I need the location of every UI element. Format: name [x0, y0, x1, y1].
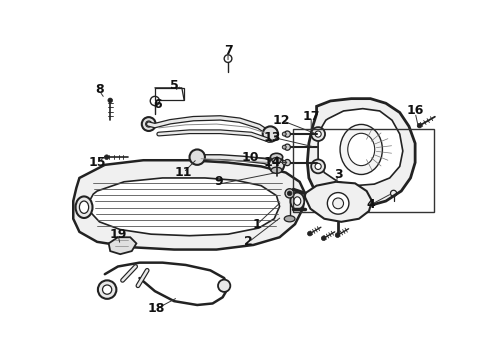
Ellipse shape: [311, 127, 325, 141]
Bar: [293, 129, 434, 212]
Circle shape: [104, 155, 109, 159]
Text: 5: 5: [170, 79, 178, 92]
Ellipse shape: [340, 125, 382, 175]
Ellipse shape: [284, 131, 291, 137]
Ellipse shape: [284, 216, 295, 222]
Circle shape: [218, 280, 230, 292]
Ellipse shape: [270, 153, 283, 161]
Bar: [155, 88, 184, 100]
Text: 15: 15: [88, 156, 106, 169]
Text: 9: 9: [215, 175, 223, 188]
Circle shape: [308, 231, 312, 236]
Ellipse shape: [294, 197, 301, 205]
Text: 1: 1: [253, 218, 262, 231]
Ellipse shape: [315, 163, 321, 170]
Text: 4: 4: [366, 198, 375, 211]
Ellipse shape: [282, 132, 286, 136]
Ellipse shape: [315, 131, 321, 137]
Text: 14: 14: [263, 156, 281, 169]
Ellipse shape: [282, 161, 286, 165]
Ellipse shape: [333, 198, 343, 209]
Text: 11: 11: [174, 166, 192, 179]
Text: 8: 8: [95, 83, 104, 96]
Ellipse shape: [284, 159, 291, 166]
Circle shape: [269, 157, 284, 172]
Circle shape: [108, 98, 113, 103]
Polygon shape: [74, 160, 305, 249]
Circle shape: [417, 123, 422, 128]
Ellipse shape: [272, 158, 281, 163]
Text: 7: 7: [223, 44, 232, 57]
Circle shape: [142, 117, 156, 131]
Text: 2: 2: [245, 235, 253, 248]
Ellipse shape: [284, 144, 291, 150]
Text: 3: 3: [334, 168, 343, 181]
Polygon shape: [89, 178, 280, 236]
Text: 6: 6: [154, 98, 162, 111]
Ellipse shape: [75, 197, 93, 218]
Polygon shape: [109, 237, 136, 254]
Text: 17: 17: [302, 110, 320, 123]
Text: 19: 19: [109, 228, 126, 240]
Ellipse shape: [348, 133, 375, 166]
Polygon shape: [307, 99, 415, 206]
Circle shape: [321, 236, 326, 240]
Circle shape: [102, 285, 112, 294]
Text: 18: 18: [147, 302, 165, 315]
Ellipse shape: [327, 193, 349, 214]
Circle shape: [287, 191, 292, 195]
Ellipse shape: [311, 159, 325, 173]
Polygon shape: [318, 109, 403, 186]
Circle shape: [285, 189, 294, 198]
Text: 16: 16: [406, 104, 424, 117]
Circle shape: [263, 126, 278, 142]
Polygon shape: [305, 182, 372, 222]
Text: 13: 13: [263, 131, 281, 144]
Circle shape: [190, 149, 205, 165]
Ellipse shape: [271, 167, 282, 173]
Ellipse shape: [79, 201, 89, 213]
Circle shape: [98, 280, 117, 299]
Circle shape: [335, 233, 340, 238]
Ellipse shape: [291, 193, 304, 210]
Ellipse shape: [282, 145, 286, 149]
Text: 10: 10: [242, 150, 259, 164]
Text: 12: 12: [272, 114, 290, 127]
